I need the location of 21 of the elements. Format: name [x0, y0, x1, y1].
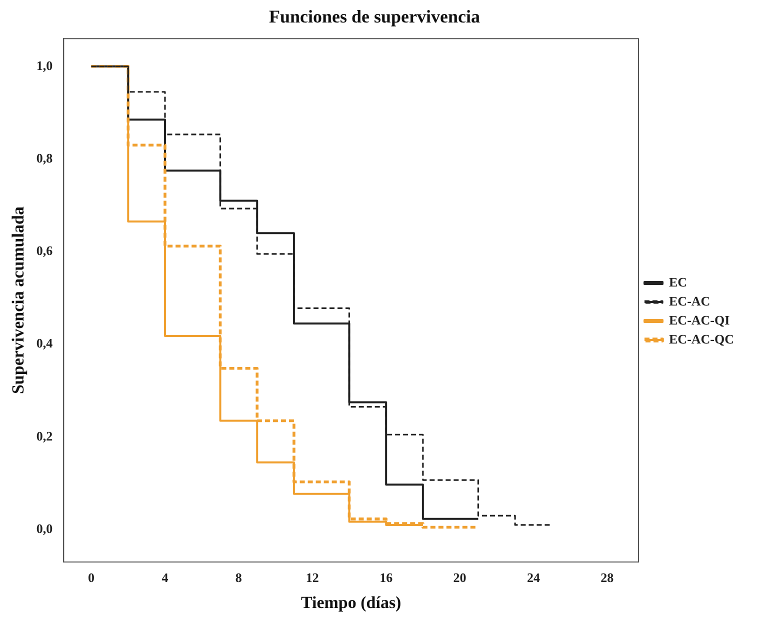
- y-tick-label: 0,0: [36, 520, 53, 536]
- y-tick-label: 0,8: [36, 150, 54, 166]
- x-tick-label: 12: [306, 570, 319, 586]
- x-tick-label: 20: [453, 570, 466, 586]
- legend-label: EC-AC-QI: [669, 312, 730, 328]
- x-tick-label: 4: [162, 570, 169, 586]
- legend-label: EC-AC-QC: [669, 331, 734, 346]
- y-tick-label: 1,0: [36, 58, 53, 73]
- y-tick-label: 0,6: [36, 243, 54, 258]
- x-tick-label: 28: [600, 570, 614, 586]
- chart-title: Funciones de supervivencia: [268, 6, 480, 26]
- x-tick-label: 24: [526, 570, 540, 586]
- x-tick-label: 8: [235, 570, 242, 586]
- x-tick-label: 16: [380, 570, 394, 586]
- y-tick-label: 0,2: [36, 428, 53, 444]
- legend-label: EC-AC: [669, 293, 710, 308]
- legend-label: EC: [669, 274, 688, 290]
- y-axis-title: Supervivencia acumulada: [8, 206, 28, 394]
- y-tick-label: 0,4: [36, 336, 54, 351]
- x-axis-title: Tiempo (días): [300, 593, 402, 612]
- x-tick-label: 0: [88, 570, 95, 586]
